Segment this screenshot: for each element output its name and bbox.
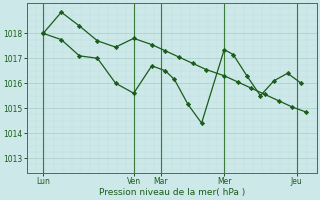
- X-axis label: Pression niveau de la mer( hPa ): Pression niveau de la mer( hPa ): [99, 188, 245, 197]
